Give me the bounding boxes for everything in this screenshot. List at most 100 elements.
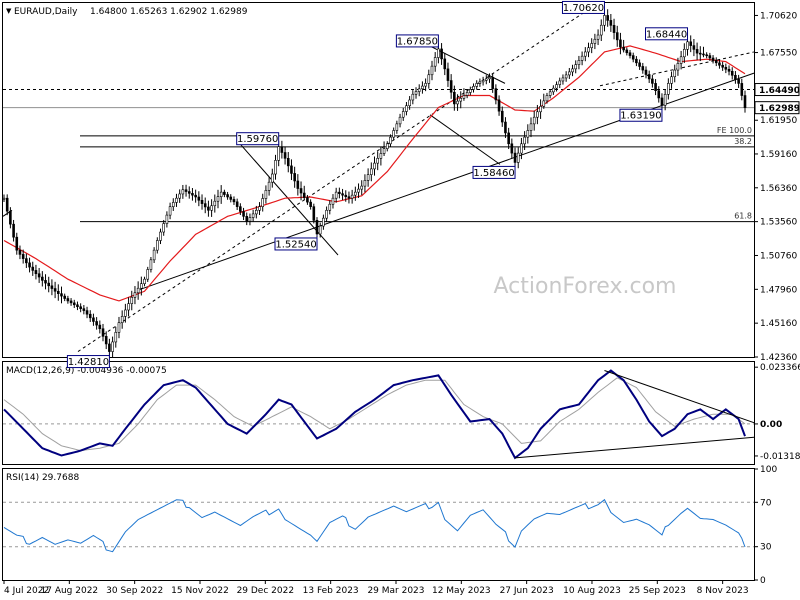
ema-line bbox=[3, 45, 746, 302]
candle bbox=[507, 127, 510, 150]
candle bbox=[395, 120, 399, 134]
candle-body bbox=[63, 295, 66, 299]
candle-body bbox=[542, 100, 546, 107]
candle bbox=[392, 127, 395, 141]
candle bbox=[663, 89, 667, 111]
candle-body bbox=[606, 15, 609, 21]
candle-body bbox=[737, 79, 740, 84]
candle bbox=[449, 74, 453, 99]
candle bbox=[430, 60, 434, 81]
candle-body bbox=[53, 288, 57, 292]
candle bbox=[325, 206, 328, 223]
rsi-y-tick-label: 100 bbox=[760, 465, 777, 475]
candle bbox=[248, 213, 252, 226]
candle bbox=[651, 74, 654, 88]
candle bbox=[229, 194, 233, 203]
candle-body bbox=[136, 287, 140, 294]
candle-body bbox=[385, 143, 389, 149]
fib-label-3: 38.2 bbox=[734, 137, 752, 146]
candle-body bbox=[235, 201, 239, 207]
candle bbox=[427, 69, 431, 89]
candle-body bbox=[469, 89, 472, 93]
candle-body bbox=[631, 55, 635, 60]
candle-body bbox=[657, 90, 661, 99]
candle bbox=[574, 60, 578, 74]
candle-body bbox=[708, 55, 712, 59]
candle bbox=[159, 228, 162, 245]
watermark: ActionForex.com bbox=[494, 274, 677, 299]
candle bbox=[500, 106, 504, 127]
candle-body bbox=[590, 43, 593, 49]
candle bbox=[433, 52, 437, 72]
candle bbox=[108, 338, 111, 357]
candle-body bbox=[504, 121, 507, 134]
candle-body bbox=[18, 249, 22, 255]
macd-trendline-lower bbox=[514, 436, 755, 459]
candle-body bbox=[500, 110, 504, 123]
candle-body bbox=[306, 197, 309, 203]
candle-body bbox=[686, 41, 689, 50]
fib-label-2: FE 100.0 bbox=[717, 126, 752, 135]
candle-body bbox=[207, 206, 210, 211]
candle bbox=[523, 131, 526, 150]
candle-body bbox=[120, 316, 124, 323]
candle bbox=[309, 199, 312, 210]
candle bbox=[398, 113, 402, 128]
candle bbox=[615, 25, 619, 47]
price-y-tick-label: 1.67550 bbox=[760, 49, 797, 59]
candle-body bbox=[558, 80, 562, 85]
candle bbox=[417, 84, 421, 97]
candle-body bbox=[596, 34, 600, 40]
ohlc-header: 1.64800 1.65263 1.62902 1.62989 bbox=[90, 7, 248, 17]
candle bbox=[31, 261, 35, 276]
candle bbox=[69, 298, 73, 306]
candle-body bbox=[379, 153, 383, 159]
candle bbox=[647, 70, 651, 83]
trendline-2 bbox=[239, 143, 339, 256]
candle bbox=[721, 61, 724, 71]
price-y-tick-label: 1.45160 bbox=[760, 319, 797, 329]
candle-body bbox=[156, 240, 159, 251]
candle-body bbox=[529, 123, 533, 131]
candle-body bbox=[698, 52, 702, 55]
candle-body bbox=[56, 290, 60, 294]
candle bbox=[453, 85, 456, 111]
candle-body bbox=[743, 95, 747, 108]
x-tick-label: 29 Mar 2023 bbox=[367, 586, 424, 596]
candle-body bbox=[491, 77, 494, 89]
candle bbox=[740, 78, 744, 101]
candle bbox=[401, 107, 405, 121]
candle bbox=[481, 76, 485, 86]
candle bbox=[421, 81, 424, 94]
candle bbox=[168, 202, 172, 220]
macd-series-group bbox=[3, 369, 755, 460]
candle bbox=[545, 92, 549, 104]
candle-body bbox=[622, 46, 625, 51]
candle-body bbox=[421, 85, 424, 90]
rsi-y-tick-label: 0 bbox=[760, 576, 766, 586]
candle bbox=[270, 168, 274, 188]
candle bbox=[596, 29, 600, 46]
x-tick-label: 13 Feb 2023 bbox=[303, 586, 359, 596]
candle bbox=[245, 212, 249, 226]
candle bbox=[424, 78, 427, 92]
candle bbox=[577, 55, 581, 70]
candle-body bbox=[191, 193, 194, 196]
candle-body bbox=[92, 317, 95, 322]
candle-body bbox=[513, 152, 517, 163]
candle bbox=[338, 187, 341, 199]
candle-body bbox=[408, 99, 411, 107]
macd-y-tick-label: 0.023366 bbox=[760, 363, 800, 373]
price-label-box-0 bbox=[561, 0, 605, 14]
candle-body bbox=[261, 198, 265, 207]
candle-body bbox=[309, 201, 312, 207]
candle bbox=[411, 90, 415, 105]
price-highlight-box-0 bbox=[754, 83, 800, 97]
candle bbox=[136, 281, 140, 300]
candle-body bbox=[104, 336, 108, 345]
price-label-3: 1.63190 bbox=[620, 111, 661, 122]
candle-body bbox=[603, 15, 606, 26]
candle-body bbox=[389, 136, 392, 145]
candle bbox=[360, 180, 364, 196]
candle-body bbox=[577, 60, 581, 65]
